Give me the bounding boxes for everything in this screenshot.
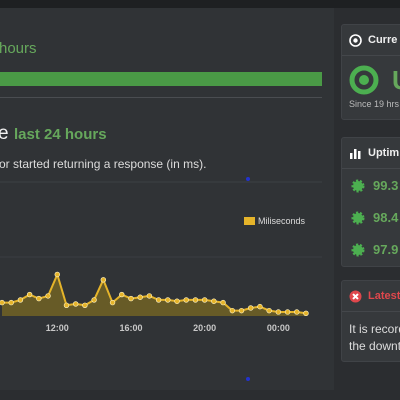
panel-header: Curre (342, 25, 400, 56)
latest-title: Latest (368, 290, 400, 302)
data-point (63, 302, 70, 308)
data-point (183, 297, 189, 303)
data-point (146, 293, 153, 299)
x-tick-label: 16:00 (119, 323, 142, 333)
area-fill (2, 274, 306, 316)
uptime-value: 98.4 (373, 210, 399, 225)
response-chart: 12:00 16:00 20:00 00:00 Miliseconds (0, 177, 322, 381)
data-point (211, 298, 217, 304)
main-panel (0, 8, 334, 390)
uptime-cog-icon (351, 179, 365, 193)
data-point (174, 298, 180, 304)
data-point (248, 305, 254, 311)
data-point (17, 297, 24, 303)
uptime-value: 97.9 (373, 242, 399, 257)
status-up-icon (349, 65, 379, 95)
data-point (266, 307, 272, 314)
data-point (294, 309, 300, 315)
data-point (155, 297, 162, 303)
data-point (100, 277, 107, 283)
data-point (257, 303, 263, 310)
response-description: or started returning a response (in ms). (0, 157, 207, 171)
legend-label: Miliseconds (258, 216, 306, 226)
data-point (72, 301, 79, 307)
uptime-panel: Uptim 99.3 98.4 97.9 (341, 137, 400, 267)
data-point (119, 291, 125, 298)
data-point (8, 299, 14, 306)
panel-header: Latest (342, 281, 400, 312)
data-point (36, 295, 42, 302)
data-point (45, 293, 51, 299)
marker-dot (246, 377, 250, 381)
data-point (303, 310, 309, 317)
x-tick-label: 12:00 (46, 323, 69, 333)
uptime-cog-icon (351, 211, 365, 225)
data-point (284, 309, 291, 315)
area-line (2, 271, 307, 315)
data-point (165, 297, 171, 303)
panel-header: Uptim (342, 138, 400, 169)
data-point (128, 295, 134, 302)
status-since: Since 19 hrs (349, 99, 400, 109)
data-point (229, 307, 236, 314)
data-point (91, 297, 97, 303)
status-title: Curre (368, 34, 398, 46)
data-point (137, 294, 143, 300)
latest-icon (349, 290, 362, 303)
data-point (238, 307, 245, 314)
uptime-value: 99.3 (373, 178, 399, 193)
uptime-cog-icon (351, 243, 365, 257)
uptime-icon (350, 149, 361, 159)
latest-line: It is record (349, 322, 400, 336)
x-tick-label: 00:00 (267, 323, 290, 333)
legend-swatch (244, 217, 255, 225)
data-point (220, 299, 226, 306)
divider (0, 97, 322, 98)
uptime-period: hours (0, 40, 37, 57)
marker-dot (246, 177, 250, 181)
latest-line: the downti (349, 339, 400, 353)
data-point (0, 299, 5, 306)
data-point (54, 271, 60, 278)
status-icon (349, 34, 362, 47)
response-period: last 24 hours (14, 126, 107, 143)
status-state: U (392, 65, 400, 96)
uptime-title: Uptim (368, 147, 400, 159)
top-bar (0, 0, 400, 8)
data-point (26, 291, 33, 298)
latest-panel: Latest It is record the downti (341, 280, 400, 362)
status-panel: Curre U Since 19 hrs (341, 24, 400, 120)
x-tick-label: 20:00 (193, 323, 216, 333)
data-point (109, 299, 116, 306)
data-point (192, 297, 199, 303)
data-point (201, 297, 208, 303)
response-title: e (0, 123, 9, 144)
data-point (275, 309, 282, 315)
data-point (82, 302, 88, 308)
uptime-bar (0, 72, 322, 86)
